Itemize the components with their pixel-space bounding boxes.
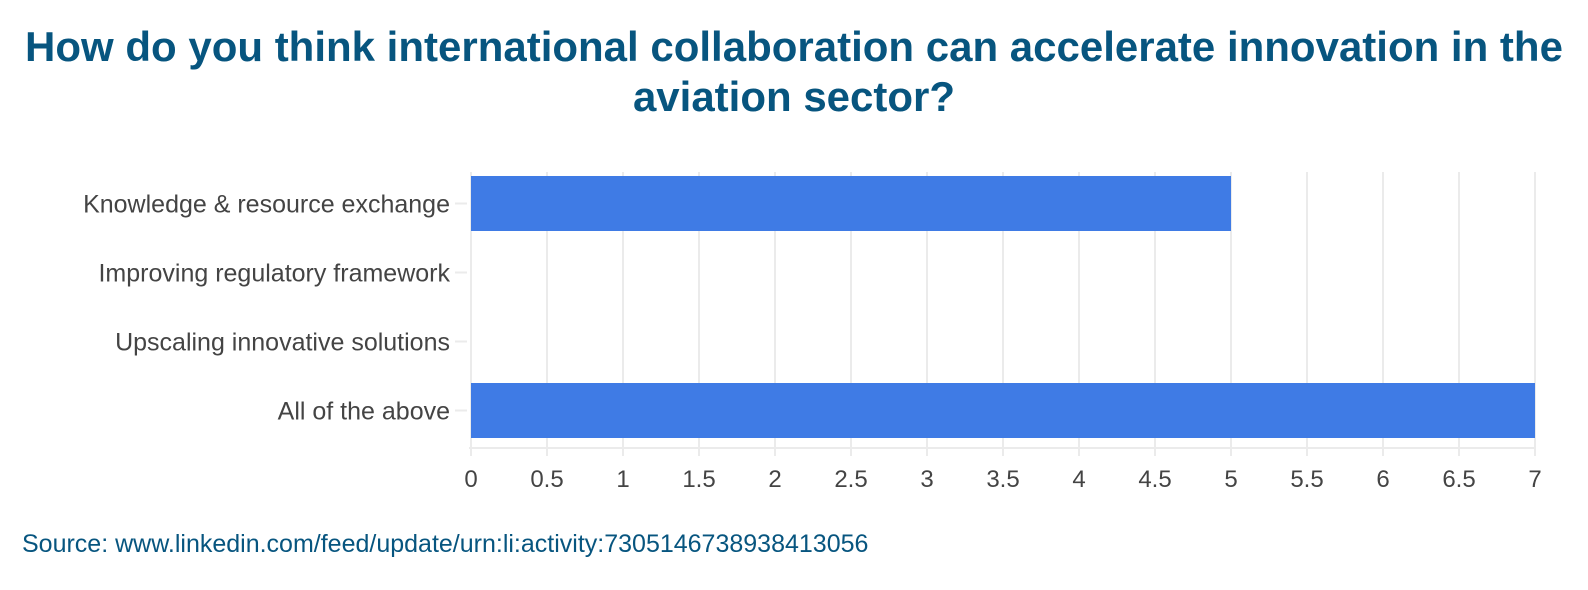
category-label: Knowledge & resource exchange [83,191,450,219]
chart-title: How do you think international collabora… [25,23,1563,120]
x-tick-label: 4 [1072,466,1085,493]
bar [471,383,1535,438]
x-tick-label: 5.5 [1290,466,1323,493]
x-tick-label: 6.5 [1442,466,1475,493]
x-tick-label: 4.5 [1138,466,1171,493]
x-tick-label: 1.5 [682,466,715,493]
category-label: All of the above [278,398,450,426]
x-tick-label: 3.5 [986,466,1019,493]
x-tick-label: 1 [616,466,629,493]
source-link[interactable]: Source: www.linkedin.com/feed/update/urn… [22,530,869,558]
x-tick-label: 0 [464,466,477,493]
bar [471,176,1231,231]
category-label: Upscaling innovative solutions [115,329,450,357]
category-label: Improving regulatory framework [98,260,450,288]
x-tick-label: 6 [1376,466,1389,493]
x-tick-label: 3 [920,466,933,493]
x-tick-label: 5 [1224,466,1237,493]
x-tick-label: 2 [768,466,781,493]
x-tick-label: 0.5 [530,466,563,493]
x-tick-label: 2.5 [834,466,867,493]
x-tick-label: 7 [1528,466,1541,493]
